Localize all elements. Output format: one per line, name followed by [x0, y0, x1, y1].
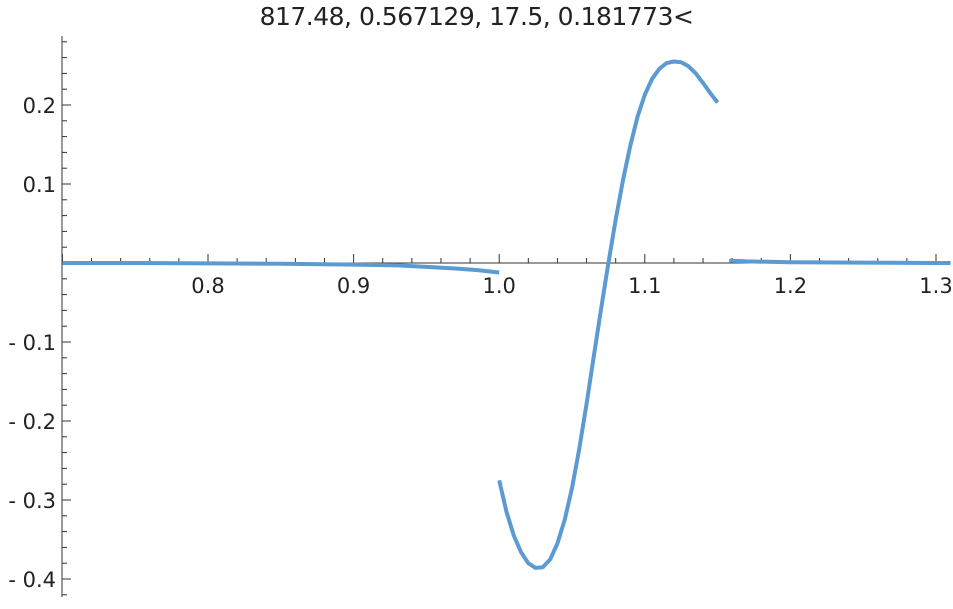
series-line-1: [62, 261, 500, 275]
y-tick-label: - 0.2: [8, 410, 56, 434]
y-tick-label: 0.2: [23, 94, 56, 118]
x-tick-label: 0.9: [337, 274, 370, 298]
series-line-3: [729, 258, 951, 265]
x-tick-label: 0.8: [191, 274, 224, 298]
chart-title: 817.48, 0.567129, 17.5, 0.181773<: [259, 2, 694, 31]
ticks: [61, 41, 937, 596]
x-tick-label: 1.1: [628, 274, 661, 298]
tick-labels: 0.8 0.9 1.0 1.1 1.2 1.3 0.2 0.1 - 0.1 - 0.2 - 0.3 -…: [8, 94, 952, 592]
y-tick-label: 0.1: [23, 173, 56, 197]
y-tick-label: - 0.3: [8, 489, 56, 513]
y-tick-label: - 0.4: [8, 568, 56, 592]
y-tick-label: - 0.1: [8, 331, 56, 355]
series-lines: [62, 59, 951, 570]
x-tick-label: 1.2: [774, 274, 807, 298]
x-tick-label: 1.3: [919, 274, 952, 298]
x-tick-label: 1.0: [482, 274, 515, 298]
series-line-2: [497, 59, 720, 570]
